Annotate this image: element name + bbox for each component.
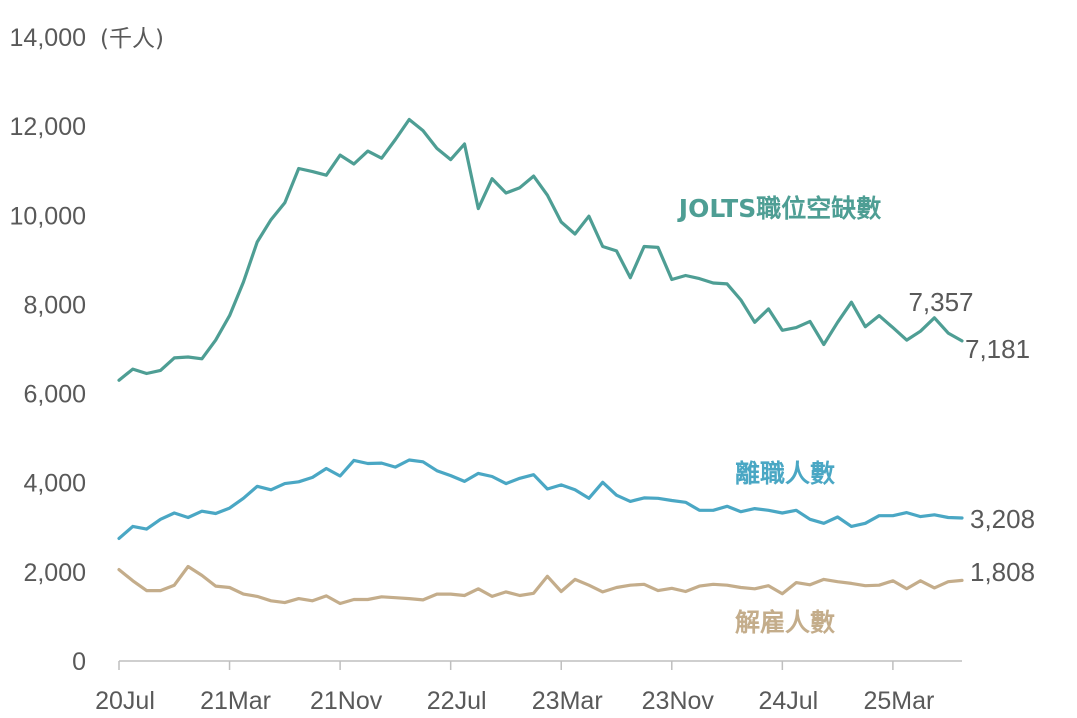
- y-tick-label: 2,000: [23, 559, 86, 587]
- y-tick-label: 4,000: [23, 470, 86, 498]
- x-tick-label: 23Nov: [642, 687, 715, 715]
- y-tick-label: 6,000: [23, 381, 86, 409]
- y-tick-label: 14,000: [10, 24, 86, 52]
- series-label-jolts: JOLTS職位空缺數: [677, 194, 881, 223]
- end-label-jolts-last: 7,181: [965, 334, 1030, 364]
- y-tick-label: 0: [72, 648, 86, 676]
- x-tick-label: 25Mar: [863, 687, 934, 715]
- series-line-jolts: [117, 117, 964, 382]
- x-tick-label: 22Jul: [427, 687, 487, 715]
- x-tick-label: 20Jul: [95, 687, 155, 715]
- y-tick-label: 12,000: [10, 113, 86, 141]
- end-label-quits-last: 3,208: [970, 504, 1035, 534]
- x-tick-label: 23Mar: [532, 687, 603, 715]
- series-line-quits: [117, 458, 964, 541]
- series-layer: [117, 117, 964, 606]
- series-label-layoffs: 解雇人數: [735, 608, 835, 637]
- y-tick-label: 8,000: [23, 291, 86, 319]
- x-tick-label: 24Jul: [758, 687, 818, 715]
- y-unit-label: (千人): [100, 26, 164, 52]
- x-tick-label: 21Nov: [310, 687, 383, 715]
- y-tick-label: 10,000: [10, 202, 86, 230]
- x-axis: 20Jul 21Mar 21Nov 22Jul 23Mar 23Nov 24Jul 25Mar: [95, 661, 934, 715]
- x-tick-label: 21Mar: [200, 687, 271, 715]
- series-line-layoffs: [117, 564, 964, 606]
- series-label-quits: 離職人數: [735, 459, 835, 488]
- end-label-jolts-prev: 7,357: [908, 287, 973, 317]
- y-axis: 0 2,000 4,000 6,000 8,000 10,000 12,000 14,000: [10, 24, 86, 676]
- end-label-layoffs-last: 1,808: [970, 557, 1035, 587]
